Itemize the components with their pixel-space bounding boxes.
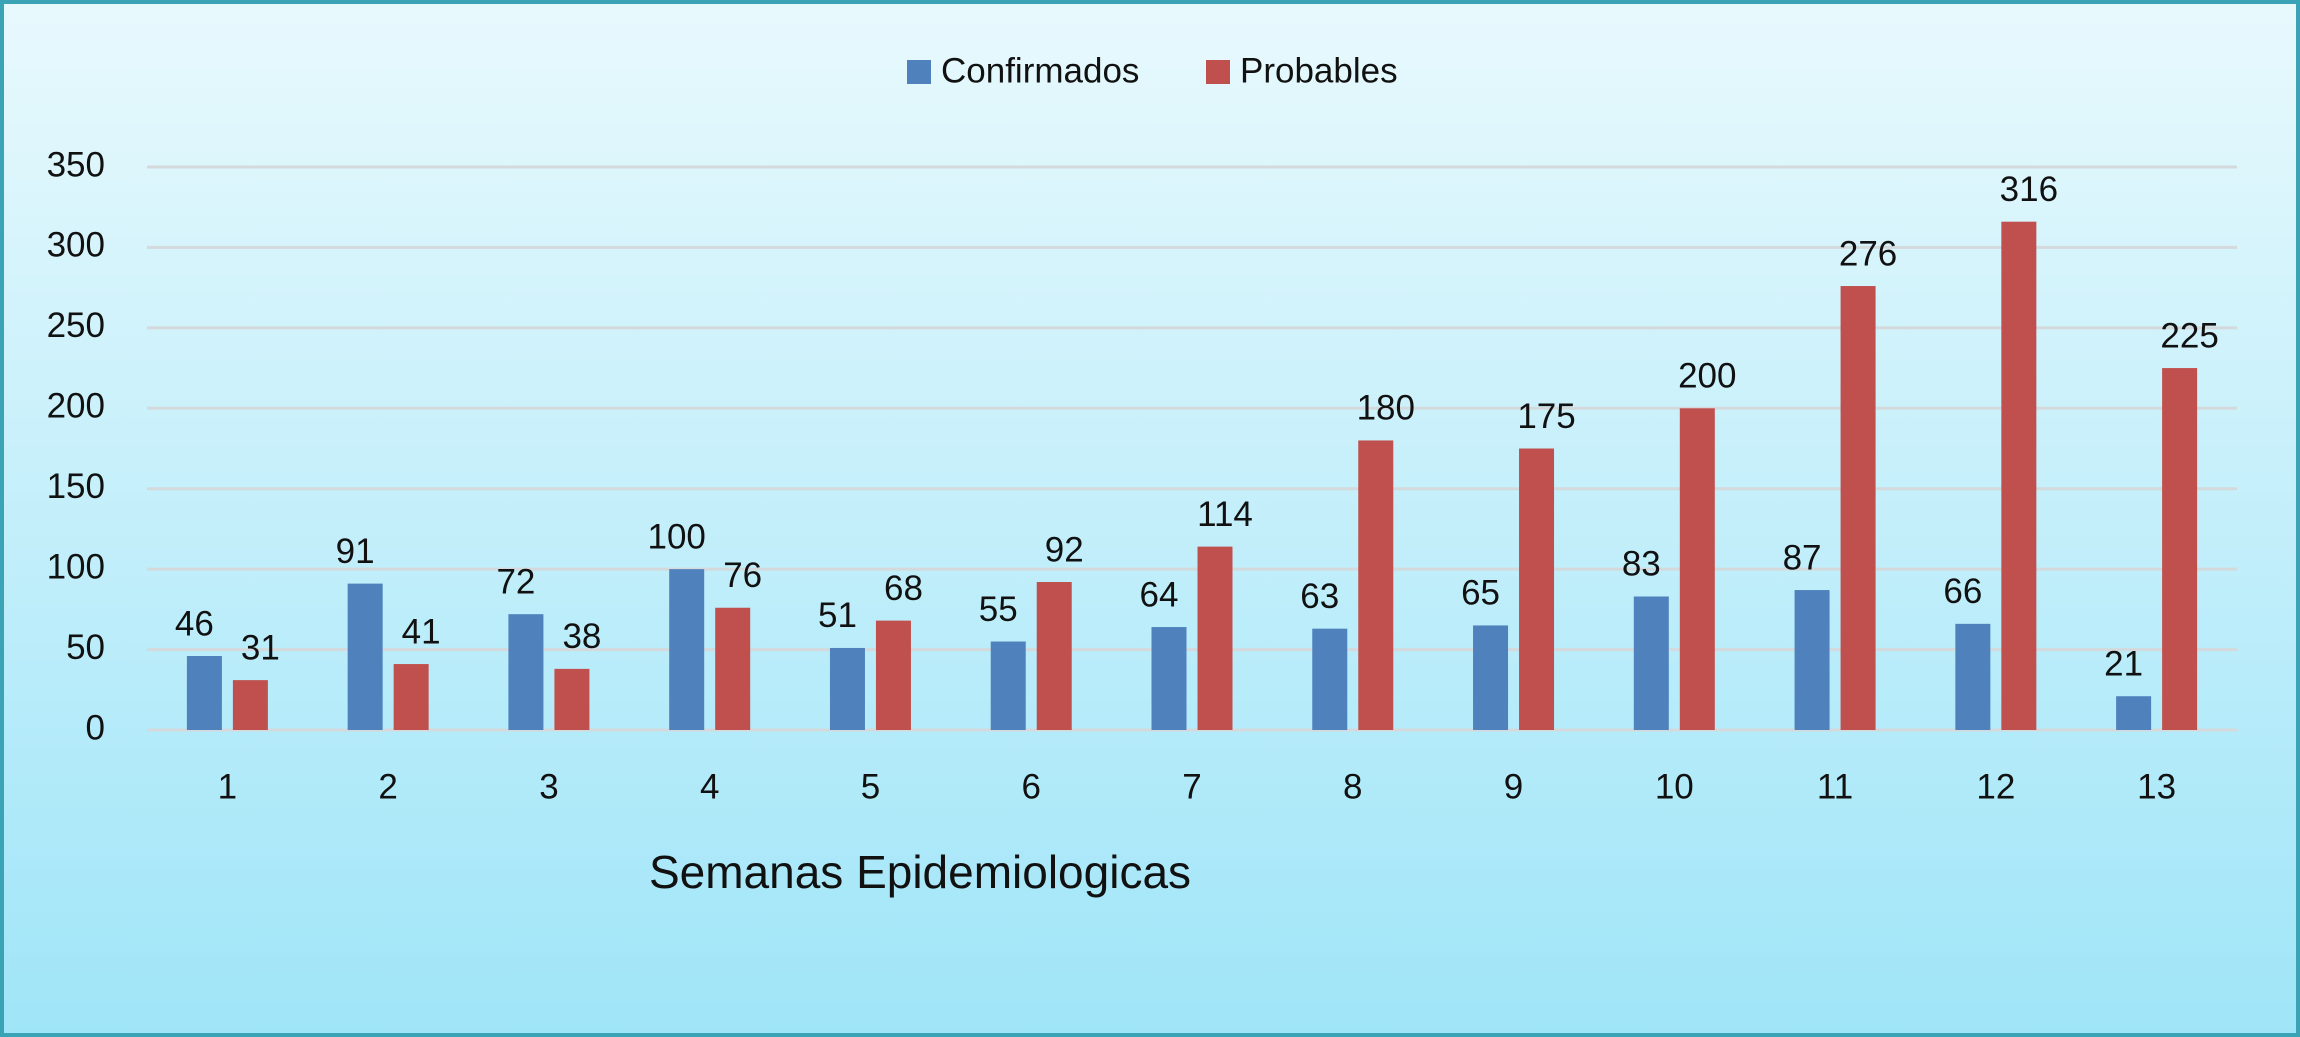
data-label: 316 [2000, 170, 2058, 209]
bar [347, 583, 383, 730]
data-label: 55 [979, 590, 1018, 629]
legend-label: Confirmados [941, 51, 1139, 90]
data-label: 76 [723, 556, 762, 595]
bar [1036, 582, 1072, 730]
data-label: 92 [1045, 530, 1084, 569]
data-label: 175 [1517, 397, 1575, 436]
bar [2162, 368, 2198, 730]
data-label: 41 [402, 612, 441, 651]
x-tick-label: 1 [218, 767, 237, 806]
y-tick-label: 0 [86, 708, 105, 747]
x-tick-label: 11 [1817, 767, 1853, 806]
data-label: 64 [1140, 575, 1179, 614]
x-tick-label: 3 [539, 767, 558, 806]
bar [393, 664, 429, 730]
y-tick-label: 300 [47, 226, 105, 265]
data-label: 46 [175, 604, 214, 643]
x-tick-label: 6 [1021, 767, 1040, 806]
data-label: 87 [1783, 538, 1822, 577]
bar [715, 607, 751, 730]
data-label: 225 [2160, 316, 2218, 355]
data-label: 31 [241, 628, 280, 667]
data-label: 100 [647, 517, 705, 556]
bar [1955, 623, 1991, 730]
data-label: 114 [1197, 495, 1253, 534]
bar [508, 614, 544, 730]
x-tick-label: 5 [861, 767, 880, 806]
x-axis-title: Semanas Epidemiologicas [649, 846, 1191, 898]
bar [1794, 590, 1830, 730]
legend-label: Probables [1240, 51, 1398, 90]
bar [2116, 696, 2152, 730]
bar [1197, 546, 1233, 730]
x-tick-label: 9 [1504, 767, 1523, 806]
bar [1679, 408, 1715, 730]
bar [1840, 286, 1876, 730]
y-tick-label: 100 [47, 547, 105, 586]
y-tick-label: 350 [47, 145, 105, 184]
data-label: 83 [1622, 545, 1661, 584]
data-label: 21 [2104, 644, 2143, 683]
data-label: 200 [1678, 357, 1736, 396]
x-tick-label: 10 [1655, 767, 1694, 806]
x-tick-label: 7 [1182, 767, 1201, 806]
bar [2001, 221, 2037, 731]
data-label: 51 [818, 596, 857, 635]
bar [554, 668, 590, 730]
y-tick-label: 250 [47, 306, 105, 345]
data-label: 180 [1357, 389, 1415, 428]
x-tick-label: 8 [1343, 767, 1362, 806]
bar [1473, 625, 1509, 730]
data-label: 63 [1300, 577, 1339, 616]
legend-swatch [907, 60, 931, 84]
bar [669, 569, 705, 730]
x-tick-label: 2 [378, 767, 397, 806]
bar [1312, 628, 1348, 730]
y-tick-label: 50 [66, 628, 105, 667]
x-tick-label: 4 [700, 767, 719, 806]
data-label: 276 [1839, 234, 1897, 273]
bar [1519, 448, 1555, 730]
data-label: 72 [496, 562, 535, 601]
bar [875, 620, 911, 730]
bar [186, 656, 222, 730]
data-label: 66 [1943, 572, 1982, 611]
bar [990, 641, 1026, 730]
x-tick-label: 13 [2137, 767, 2176, 806]
legend-swatch [1206, 60, 1230, 84]
bar [1633, 596, 1669, 730]
y-tick-label: 150 [47, 467, 105, 506]
x-tick-label: 12 [1976, 767, 2015, 806]
bar [829, 647, 865, 730]
data-label: 91 [336, 532, 375, 571]
bar [1358, 440, 1394, 730]
data-label: 38 [562, 617, 601, 656]
y-tick-label: 200 [47, 387, 105, 426]
bar [1151, 627, 1187, 730]
data-label: 65 [1461, 574, 1500, 613]
bar [232, 680, 268, 730]
data-label: 68 [884, 569, 923, 608]
